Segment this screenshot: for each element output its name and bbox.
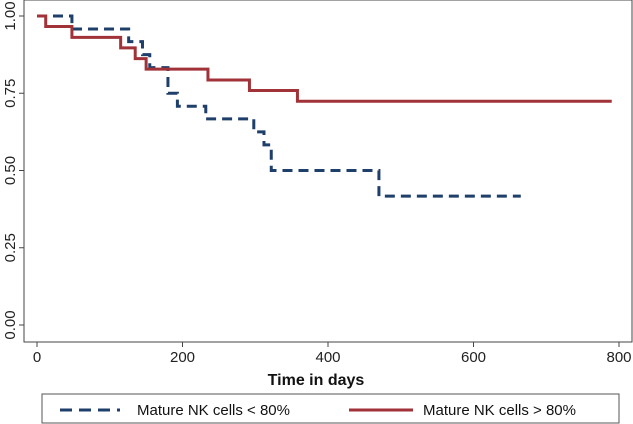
legend: Mature NK cells < 80% Mature NK cells > … bbox=[41, 393, 620, 424]
x-tick-label: 800 bbox=[606, 349, 631, 366]
x-tick-label: 400 bbox=[315, 349, 340, 366]
legend-box bbox=[41, 393, 620, 424]
x-tick-label: 600 bbox=[461, 349, 486, 366]
y-tick-label: 0.00 bbox=[2, 310, 19, 339]
axes-layer bbox=[23, 0, 633, 343]
series-line-1 bbox=[37, 14, 612, 103]
plot-frame bbox=[23, 0, 633, 343]
series-layer bbox=[37, 14, 612, 198]
x-tick-label: 200 bbox=[170, 349, 195, 366]
y-tick-label: 0.50 bbox=[2, 156, 19, 185]
y-tick-label: 1.00 bbox=[2, 1, 19, 30]
series-line-0 bbox=[37, 14, 521, 198]
ticks-layer: 0.00 0.25 0.50 0.75 1.00 0 200 400 600 800 bbox=[2, 1, 632, 366]
legend-label-series-1: Mature NK cells > 80% bbox=[423, 402, 576, 419]
legend-label-series-0: Mature NK cells < 80% bbox=[137, 402, 290, 419]
x-axis-title: Time in days bbox=[268, 372, 365, 389]
y-tick-label: 0.25 bbox=[2, 233, 19, 262]
x-tick-label: 0 bbox=[33, 349, 41, 366]
y-tick-label: 0.75 bbox=[2, 79, 19, 108]
